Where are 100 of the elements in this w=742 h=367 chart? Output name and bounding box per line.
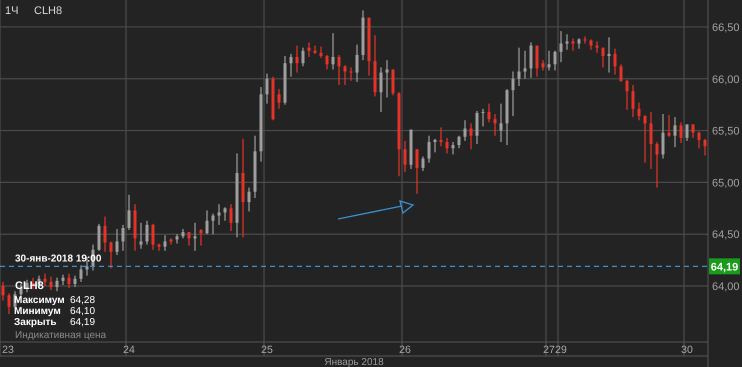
candlestick xyxy=(392,68,394,96)
candlestick xyxy=(512,70,514,117)
candlestick xyxy=(62,274,64,286)
candlestick xyxy=(278,88,280,110)
candlestick xyxy=(44,273,46,287)
candlestick xyxy=(350,66,352,82)
candlestick xyxy=(656,141,658,188)
candlestick xyxy=(266,72,268,104)
candlestick xyxy=(326,54,328,70)
candlestick xyxy=(560,30,562,63)
candlestick xyxy=(404,140,406,173)
candlestick xyxy=(662,113,664,160)
candlestick xyxy=(176,234,178,244)
x-tick-label: 24 xyxy=(123,344,135,356)
candlestick xyxy=(602,47,604,68)
candlestick xyxy=(632,84,634,118)
x-tick-label: 25 xyxy=(261,344,273,356)
candlestick xyxy=(422,156,424,172)
candlestick xyxy=(590,38,592,50)
candlestick xyxy=(128,194,130,231)
candlestick xyxy=(332,32,334,70)
candlestick xyxy=(296,45,298,74)
candlestick xyxy=(638,102,640,121)
candlestick xyxy=(620,64,622,82)
candlestick xyxy=(476,110,478,145)
candlestick xyxy=(188,232,190,246)
candlestick xyxy=(596,40,598,54)
candlestick xyxy=(206,210,208,235)
candlestick xyxy=(164,234,166,252)
candlestick xyxy=(380,66,382,113)
candlestick xyxy=(56,277,58,292)
candlestick xyxy=(212,212,214,235)
annotation: Минимум xyxy=(14,306,61,317)
candlestick xyxy=(104,216,106,252)
candlestick xyxy=(470,122,472,150)
candlestick xyxy=(692,124,694,138)
ref-line-label: 64,19 xyxy=(710,261,738,274)
y-tick-label: 64,00 xyxy=(712,281,740,294)
candlestick xyxy=(224,206,226,222)
candlestick xyxy=(338,54,340,86)
y-tick-label: 64,50 xyxy=(712,229,740,242)
candlestick xyxy=(308,42,310,58)
candlestick xyxy=(608,36,610,74)
candlestick xyxy=(536,45,538,78)
candlestick xyxy=(668,114,670,138)
candlestick xyxy=(50,276,52,291)
x-tick-label: 30 xyxy=(681,344,693,356)
candlestick xyxy=(122,224,124,252)
y-tick-label: 65,00 xyxy=(712,177,740,190)
candlestick xyxy=(440,126,442,147)
candlestick xyxy=(2,281,4,302)
annotation: 64,10 xyxy=(70,306,96,317)
candlestick xyxy=(464,120,466,142)
candlestick xyxy=(386,60,388,98)
candlestick xyxy=(494,113,496,136)
candlestick xyxy=(248,186,250,212)
candlestick xyxy=(320,46,322,59)
candlestick xyxy=(344,64,346,86)
annotation: Индикативная цена xyxy=(15,330,107,341)
candlestick xyxy=(416,148,418,194)
candlestick xyxy=(290,53,292,78)
candlestick xyxy=(686,124,688,142)
candlestick xyxy=(116,228,118,256)
candlestick xyxy=(434,138,436,153)
annotation: 64,28 xyxy=(70,295,96,306)
annotation: Закрыть xyxy=(14,317,57,328)
annotation: 64,19 xyxy=(70,317,96,328)
candlestick xyxy=(8,292,10,315)
candlestick xyxy=(518,47,520,87)
chart-title: CLH8 xyxy=(34,5,62,17)
x-axis-title: Январь 2018 xyxy=(324,357,384,367)
candlestick xyxy=(194,222,196,252)
candlestick xyxy=(146,220,148,246)
candlestick xyxy=(674,116,676,148)
x-tick-label: 27 xyxy=(543,344,555,356)
candlestick xyxy=(554,50,556,72)
candlestick xyxy=(74,275,76,288)
candlestick xyxy=(548,50,550,72)
candlestick xyxy=(644,114,646,164)
candlestick xyxy=(428,135,430,164)
candlestick xyxy=(578,38,580,50)
candlestick xyxy=(650,111,652,170)
y-tick-label: 66,00 xyxy=(712,74,740,86)
candlestick xyxy=(80,264,82,282)
candlestick xyxy=(446,137,448,154)
candlestick xyxy=(200,228,202,246)
x-tick-label: 29 xyxy=(555,344,567,356)
candlestick xyxy=(626,79,628,110)
candlestick xyxy=(524,50,526,80)
candlestick xyxy=(572,38,574,52)
candlestick xyxy=(68,273,70,289)
candlestick xyxy=(500,103,502,143)
candlestick xyxy=(530,42,532,78)
candlestick xyxy=(452,141,454,156)
x-tick-label: 26 xyxy=(399,344,411,356)
candlestick xyxy=(488,103,490,123)
y-tick-label: 65,50 xyxy=(712,126,740,138)
x-tick-label: 23 xyxy=(2,344,14,356)
candlestick xyxy=(542,60,544,72)
candlestick xyxy=(458,135,460,149)
